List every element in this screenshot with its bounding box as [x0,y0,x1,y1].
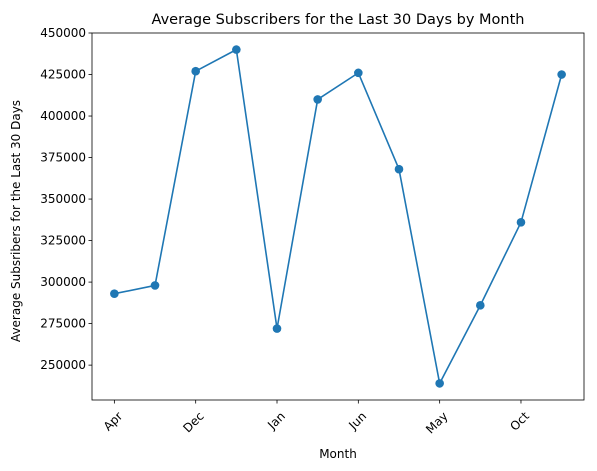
x-tick-label: Oct [507,409,532,434]
series-line [114,50,561,384]
y-tick-label: 250000 [40,358,86,372]
data-point [517,218,526,227]
x-tick-label: Jan [264,409,288,433]
x-axis: Apr Dec Jan Jun May Oct [101,400,532,436]
data-point [191,67,200,76]
y-tick-label: 400000 [40,109,86,123]
data-point [395,165,404,174]
x-tick-label: Dec [180,409,206,435]
y-tick-label: 450000 [40,26,86,40]
y-tick-label: 325000 [40,234,86,248]
y-tick-label: 375000 [40,151,86,165]
data-point [435,379,444,388]
plot-area [92,33,584,400]
data-point [151,281,160,290]
y-tick-label: 300000 [40,275,86,289]
y-axis: 250000 275000 300000 325000 350000 375000 4000… [40,26,92,372]
y-axis-title: Average Subsribers for the Last 30 Days [9,100,23,342]
y-tick-label: 425000 [40,68,86,82]
data-point [232,45,241,54]
x-tick-label: Apr [101,409,126,434]
plot-frame [92,33,584,400]
data-point [313,95,322,104]
data-point [476,301,485,310]
y-tick-label: 275000 [40,317,86,331]
data-point [110,289,119,298]
x-tick-label: May [423,409,450,436]
y-tick-label: 350000 [40,192,86,206]
data-point [273,324,282,333]
data-point [354,69,363,78]
x-tick-label: Jun [345,409,369,433]
chart-title: Average Subscribers for the Last 30 Days… [152,12,525,28]
data-point [557,70,566,79]
x-axis-title: Month [319,447,357,461]
